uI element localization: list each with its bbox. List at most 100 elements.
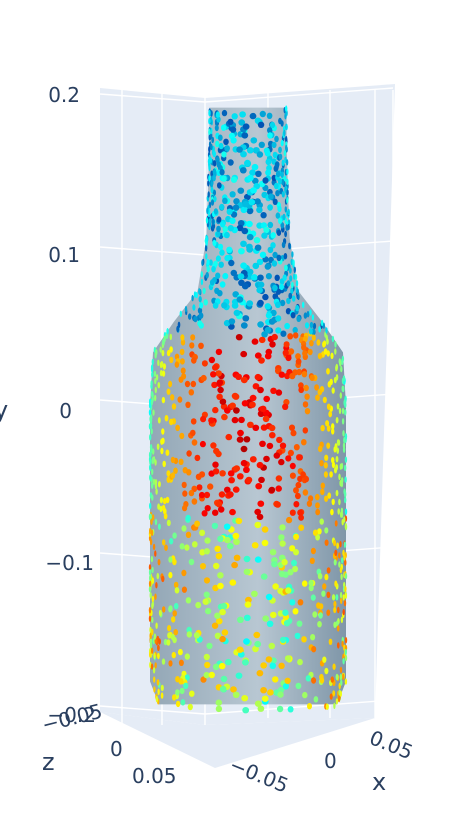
data-point (216, 618, 223, 625)
data-point (309, 321, 314, 329)
data-point (314, 493, 320, 501)
data-point (338, 473, 341, 480)
data-point (215, 553, 223, 560)
data-point (324, 454, 329, 461)
data-point (232, 532, 240, 540)
data-point (212, 406, 219, 414)
data-point (246, 147, 254, 154)
data-point (161, 349, 165, 357)
data-point (267, 127, 273, 134)
data-point (282, 609, 289, 616)
data-point (316, 339, 321, 346)
data-point (322, 341, 326, 348)
data-point (263, 395, 271, 403)
data-point (295, 481, 302, 489)
data-point (266, 112, 273, 120)
data-point (275, 315, 282, 322)
data-point (282, 403, 289, 410)
data-point (268, 642, 276, 650)
data-point (254, 640, 262, 648)
data-point (320, 488, 325, 495)
data-point (237, 429, 244, 437)
data-point (149, 527, 152, 535)
x-tick-label: 0 (324, 749, 337, 773)
data-point (212, 169, 217, 176)
data-point (159, 361, 163, 369)
data-point (216, 116, 221, 123)
data-point (153, 686, 156, 693)
data-point (181, 481, 187, 489)
data-point (311, 646, 317, 653)
data-point (268, 424, 276, 432)
data-point (344, 401, 347, 409)
data-point (207, 158, 211, 165)
data-point (335, 489, 339, 497)
data-point (257, 281, 265, 288)
data-point (151, 494, 154, 501)
data-point (204, 505, 211, 512)
data-point (157, 417, 161, 424)
data-point (315, 502, 320, 509)
data-point (309, 340, 314, 347)
data-point (294, 273, 298, 281)
data-point (335, 363, 339, 371)
data-point (261, 526, 269, 533)
data-point (150, 647, 154, 654)
data-point (340, 597, 343, 604)
data-point (342, 658, 345, 665)
data-point (206, 265, 210, 273)
data-point (222, 197, 228, 204)
data-point (236, 436, 244, 443)
data-point (254, 556, 262, 563)
data-point (254, 244, 262, 251)
data-point (236, 296, 244, 303)
data-point (198, 342, 204, 349)
data-point (152, 514, 155, 521)
data-point (179, 348, 185, 356)
data-point (211, 218, 215, 225)
data-point (295, 358, 302, 365)
data-point (293, 501, 300, 508)
data-point (263, 226, 270, 234)
data-point (207, 191, 210, 198)
data-point (161, 575, 165, 583)
data-point (155, 695, 159, 703)
data-point (337, 695, 341, 703)
data-point (253, 237, 261, 244)
data-point (181, 569, 187, 577)
data-point (306, 500, 313, 507)
data-point (286, 178, 289, 185)
data-point (275, 212, 281, 219)
data-point (289, 462, 296, 470)
data-point (324, 573, 329, 581)
y-tick-label: 0 (59, 399, 72, 423)
data-point (287, 706, 294, 713)
data-point (151, 468, 154, 476)
data-point (250, 274, 258, 281)
data-point (275, 301, 281, 308)
data-point (151, 458, 155, 465)
data-point (336, 447, 340, 454)
data-point (188, 558, 195, 566)
data-point (306, 311, 310, 318)
data-point (227, 470, 235, 477)
data-point (260, 212, 267, 219)
data-point (199, 549, 206, 556)
data-point (151, 577, 155, 584)
data-point (243, 638, 250, 645)
data-point (290, 429, 297, 437)
data-point (272, 198, 278, 205)
data-point (285, 587, 292, 594)
data-point (244, 159, 251, 167)
data-point (204, 245, 208, 252)
data-point (276, 229, 282, 236)
data-point (326, 591, 331, 598)
data-point (275, 475, 283, 482)
data-point (324, 527, 329, 534)
data-point (312, 611, 318, 618)
data-point (338, 498, 341, 506)
data-point (148, 586, 152, 593)
grid-line (204, 87, 394, 103)
data-point (198, 312, 204, 319)
